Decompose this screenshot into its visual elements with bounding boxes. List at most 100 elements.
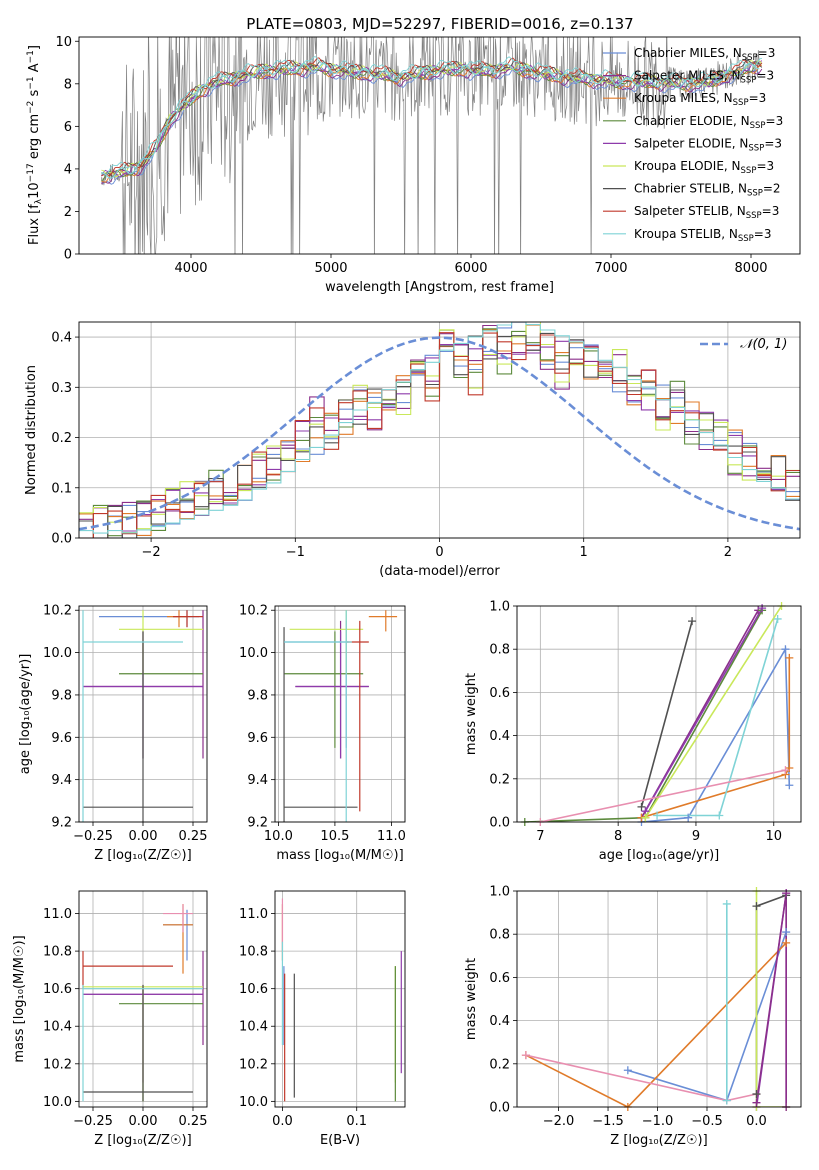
x-tick-label: 0.25 bbox=[179, 1114, 208, 1129]
y-tick-label: 0.6 bbox=[489, 686, 510, 701]
legend-label-sub: SSP bbox=[750, 121, 766, 131]
model-spectrum-line bbox=[101, 64, 762, 183]
y-tick-label: 9.2 bbox=[247, 816, 268, 831]
y-tick-label: 0.4 bbox=[489, 729, 510, 744]
y-tick-label: 9.4 bbox=[51, 773, 72, 788]
axes-frame bbox=[516, 890, 802, 1108]
y-label-part: −17 bbox=[26, 163, 36, 182]
mass-weight-line bbox=[540, 769, 786, 822]
chart-residuals: −2 −1 0 1 2 0.0 0.1 0.2 0.3 0.4 (data-model)/error… bbox=[24, 321, 801, 579]
model-spectrum-line bbox=[101, 66, 762, 185]
legend-label: Salpeter ELODIE, NSSP=3 bbox=[634, 136, 782, 153]
legend-label-rest: =3 bbox=[758, 46, 776, 60]
y-tick-label: 0.2 bbox=[489, 772, 510, 787]
mass-weight-marker bbox=[722, 899, 731, 908]
y-tick-label: 10.2 bbox=[239, 1057, 268, 1072]
legend-label-rest: =3 bbox=[749, 91, 767, 105]
y-label-part: s bbox=[27, 89, 42, 100]
x-tick-label: 0 bbox=[435, 545, 443, 560]
mass-weight-marker bbox=[521, 1051, 530, 1060]
model-spectrum-line bbox=[101, 62, 760, 179]
plot-area bbox=[281, 898, 402, 1102]
mass-weight-marker bbox=[782, 928, 791, 937]
x-axis-label: age [log₁₀(age/yr)] bbox=[599, 848, 720, 863]
y-tick-label: 4 bbox=[64, 162, 72, 177]
x-tick-label: 10.0 bbox=[264, 829, 293, 844]
plot-area bbox=[101, 37, 763, 254]
y-tick-label: 0 bbox=[64, 248, 72, 263]
y-tick-label: 10.6 bbox=[239, 982, 268, 997]
x-tick-label: 8000 bbox=[734, 261, 767, 276]
mass-weight-line bbox=[644, 607, 763, 812]
legend-label: Kroupa MILES, NSSP=3 bbox=[634, 91, 766, 108]
legend-label-sub: SSP bbox=[741, 166, 757, 176]
legend-label: Chabrier STELIB, NSSP=2 bbox=[634, 182, 781, 199]
x-tick-label: 0.25 bbox=[179, 829, 208, 844]
y-tick-label: 10.0 bbox=[43, 646, 72, 661]
legend-label-sub: SSP bbox=[738, 234, 754, 244]
x-tick-label: 0.00 bbox=[129, 829, 158, 844]
x-axis-label: (data-model)/error bbox=[379, 564, 500, 579]
chart-mass-weight-vs-age: 7 8 9 10 0.0 0.2 0.4 0.6 0.8 1.0 age [log₁₀(age/yr… bbox=[464, 600, 802, 863]
x-tick-label: −0.25 bbox=[73, 829, 113, 844]
legend-label-rest: =3 bbox=[762, 204, 780, 218]
mass-weight-marker bbox=[653, 811, 662, 820]
y-label-part: −1 bbox=[26, 50, 36, 63]
y-label-part: 10 bbox=[27, 182, 42, 199]
y-label-part: A bbox=[27, 63, 42, 76]
residual-histogram-step bbox=[79, 332, 800, 538]
x-tick-label: −1.5 bbox=[592, 1114, 624, 1129]
y-tick-label: 0.0 bbox=[489, 1101, 510, 1116]
x-tick-label: 11.0 bbox=[377, 829, 406, 844]
legend-label-rest: =3 bbox=[756, 69, 774, 83]
y-axis-label: Flux [fλ10−17 erg cm−2 s−1 A−1] bbox=[26, 45, 44, 245]
y-tick-label: 1.0 bbox=[489, 600, 510, 615]
y-tick-label: 9.6 bbox=[247, 731, 268, 746]
axes-frame bbox=[78, 890, 208, 1108]
mass-weight-marker bbox=[773, 614, 782, 623]
legend-label-main: Chabrier ELODIE, N bbox=[634, 114, 750, 128]
legend-label-main: Salpeter ELODIE, N bbox=[634, 136, 748, 150]
y-tick-label: 10.0 bbox=[239, 646, 268, 661]
mass-weight-line bbox=[525, 942, 787, 1107]
chart-age-vs-Z: −0.25 0.00 0.25 9.2 9.4 9.6 9.8 10.0 10.2 Z [log₁… bbox=[18, 604, 207, 863]
y-axis-label: mass [log₁₀(M/M☉)] bbox=[12, 935, 27, 1062]
y-tick-label: 1.0 bbox=[489, 885, 510, 900]
plot-area bbox=[283, 610, 398, 822]
mass-weight-line bbox=[641, 646, 791, 822]
chart-mass-vs-Z: −0.25 0.00 0.25 10.0 10.2 10.4 10.6 10.8 11.0 Z [… bbox=[12, 890, 208, 1148]
y-label-part: Flux [f bbox=[27, 204, 42, 245]
legend-label: Salpeter MILES, NSSP=3 bbox=[634, 69, 774, 86]
x-tick-label: 5000 bbox=[314, 261, 347, 276]
x-tick-label: 8 bbox=[614, 829, 622, 844]
axes-frame bbox=[274, 605, 406, 823]
legend-label-main: Salpeter MILES, N bbox=[634, 69, 741, 83]
legend-label: Kroupa ELODIE, NSSP=3 bbox=[634, 159, 774, 176]
y-tick-label: 8 bbox=[64, 77, 72, 92]
mass-weight-line bbox=[641, 657, 791, 819]
legend-label-rest: =3 bbox=[754, 227, 772, 241]
chart-age-vs-mass: 10.0 10.5 11.0 9.2 9.4 9.6 9.8 10.0 10.2 mass [lo… bbox=[239, 604, 406, 863]
mass-weight-marker bbox=[623, 1066, 632, 1075]
axes-frame bbox=[78, 605, 208, 823]
x-tick-label: −0.25 bbox=[73, 1114, 113, 1129]
axes-frame bbox=[274, 890, 406, 1108]
legend-label-main: Salpeter STELIB, N bbox=[634, 204, 746, 218]
mass-weight-marker bbox=[785, 653, 794, 662]
legend-label-sub: SSP bbox=[746, 211, 762, 221]
y-label-part: λ bbox=[34, 198, 44, 204]
y-tick-label: 10.6 bbox=[43, 982, 72, 997]
residual-histogram-step bbox=[79, 322, 800, 534]
y-tick-label: 0.6 bbox=[489, 971, 510, 986]
mass-weight-marker bbox=[785, 781, 794, 790]
mass-weight-marker bbox=[781, 766, 790, 775]
x-tick-label: 10 bbox=[765, 829, 782, 844]
mass-weight-marker bbox=[782, 938, 791, 947]
legend-label-rest: =3 bbox=[764, 136, 782, 150]
figure-title: PLATE=0803, MJD=52297, FIBERID=0016, z=0… bbox=[246, 15, 633, 33]
legend-label: Kroupa STELIB, NSSP=3 bbox=[634, 227, 772, 244]
y-tick-label: 10 bbox=[55, 35, 72, 50]
mass-weight-marker bbox=[782, 889, 791, 898]
model-spectrum-line bbox=[101, 55, 763, 175]
x-tick-label: −1 bbox=[286, 545, 305, 560]
